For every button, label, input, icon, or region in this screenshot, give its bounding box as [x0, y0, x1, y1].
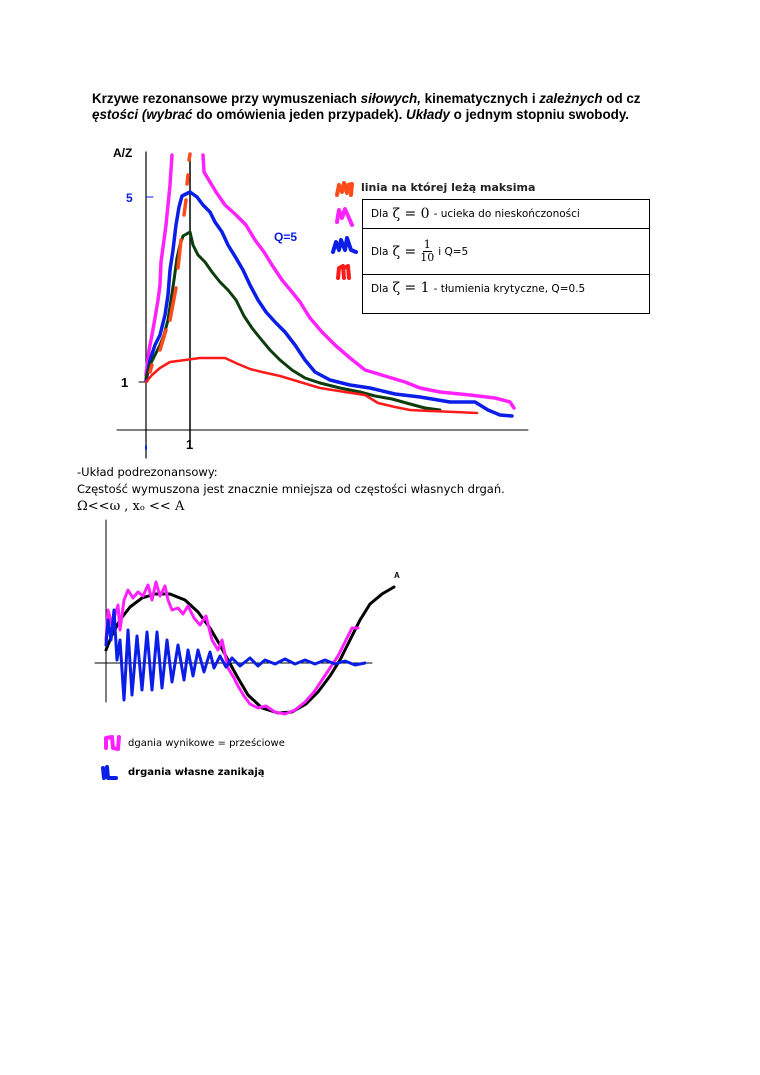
curve-green — [144, 230, 442, 412]
q-label: Q=5 — [274, 230, 298, 244]
title-text: kinematycznych i — [420, 91, 540, 106]
zeta01-legend-icon — [331, 236, 358, 254]
maxima-legend-icon — [335, 181, 354, 197]
row-math: ζ = 0 — [392, 206, 430, 222]
title-italic: Układy — [406, 107, 450, 122]
title-text: Krzywe rezonansowe przy wymuszeniach — [92, 91, 361, 106]
formula: Ω<<ω , xₒ << A — [77, 499, 185, 514]
row-math: ζ = — [392, 243, 417, 260]
resulting-vibration-curve — [104, 580, 360, 716]
fraction: 1 10 — [420, 239, 434, 264]
row-suffix: - ucieka do nieskończoności — [433, 208, 580, 220]
title-italic: zależnych — [539, 91, 603, 106]
legend-table: Dla ζ = 0- ucieka do nieskończoności Dla ζ… — [362, 199, 650, 314]
row-suffix: i Q=5 — [438, 245, 469, 258]
forced-vibration-curve — [104, 585, 396, 715]
curve-zeta01 — [144, 190, 514, 418]
legend-row-zeta1: Dla ζ = 1- tłumienia krytyczne, Q=0.5 — [363, 275, 649, 313]
zeta0-legend-icon — [335, 207, 354, 227]
section-text: Częstość wymuszona jest znacznie mniejsz… — [77, 482, 505, 496]
row-prefix: Dla — [371, 245, 389, 258]
tick-label-1-x: 1 — [186, 437, 194, 452]
amplitude-label: A — [394, 571, 400, 580]
legend-row-zeta0: Dla ζ = 0- ucieka do nieskończoności — [363, 200, 649, 229]
title-text: do omówienia jeden przypadek). — [192, 107, 407, 122]
tick-label-5: 5 — [126, 191, 133, 205]
y-axis-label: A/Z — [113, 146, 133, 160]
section-heading: -Układ podrezonansowy: — [77, 465, 218, 479]
row-prefix: Dla — [371, 283, 389, 295]
maxima-legend-label: linia na której leżą maksima — [361, 181, 536, 194]
title-text: od cz — [602, 91, 641, 106]
curve-zeta0-left — [144, 153, 174, 377]
free-legend-icon — [101, 765, 118, 780]
zeta1-legend-icon — [336, 264, 351, 280]
numerator: 1 — [422, 238, 432, 252]
tick-label-1-y: 1 — [121, 375, 129, 390]
free-vibration-curve — [104, 608, 367, 702]
legend-row-zeta01: Dla ζ = 1 10 i Q=5 — [363, 229, 649, 275]
resulting-legend-icon — [104, 735, 121, 751]
legend-free: drgania własne zanikają — [128, 767, 265, 778]
curve-zeta0-right — [201, 153, 516, 410]
title-italic: ęstości (wybrać — [92, 107, 193, 122]
maxima-line — [148, 152, 192, 374]
row-math: ζ = 1 — [392, 280, 430, 296]
legend-resulting: dgania wynikowe = prześciowe — [128, 738, 285, 749]
title-italic: siłowych, — [360, 91, 421, 106]
denominator: 10 — [420, 251, 435, 264]
page-title: Krzywe rezonansowe przy wymuszeniach sił… — [92, 91, 692, 123]
curve-zeta1 — [144, 356, 479, 415]
row-prefix: Dla — [371, 208, 389, 220]
title-text: o jednym stopniu swobody. — [449, 107, 629, 122]
row-suffix: - tłumienia krytyczne, Q=0.5 — [433, 283, 586, 295]
